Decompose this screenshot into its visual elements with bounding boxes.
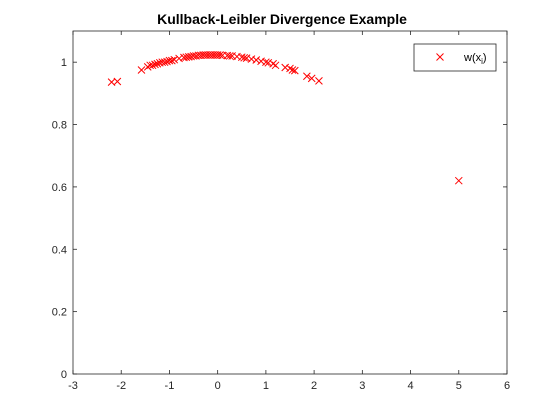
y-tick-label: 0.2 xyxy=(52,307,67,319)
x-tick-label: -1 xyxy=(165,380,175,392)
data-point xyxy=(163,57,171,66)
x-tick-label: -2 xyxy=(116,380,126,392)
data-point xyxy=(153,59,162,68)
data-point xyxy=(168,56,176,65)
x-tick-label: 3 xyxy=(359,380,365,392)
legend-label: w(xi) xyxy=(463,52,487,66)
data-point xyxy=(247,55,256,63)
x-tick-label: 2 xyxy=(311,380,317,392)
data-point xyxy=(257,57,265,66)
chart-title: Kullback-Leibler Divergence Example xyxy=(157,11,407,27)
legend: w(xi) xyxy=(413,43,497,72)
x-tick-label: -3 xyxy=(68,380,78,392)
data-point xyxy=(252,56,261,64)
data-point xyxy=(160,58,169,67)
data-point xyxy=(225,52,234,60)
legend-label-base: w(x xyxy=(463,52,482,64)
data-point xyxy=(242,54,251,62)
x-tick-label: 1 xyxy=(263,380,269,392)
x-tick-label: 0 xyxy=(215,380,221,392)
data-point xyxy=(165,56,174,65)
data-point xyxy=(240,53,249,62)
x-axis: -3 -2 -1 0 1 2 3 4 5 6 xyxy=(68,31,510,392)
y-tick-label: 0.8 xyxy=(52,120,67,132)
data-point xyxy=(454,176,463,185)
data-point xyxy=(216,51,224,59)
data-point xyxy=(290,66,299,75)
data-point xyxy=(113,77,122,86)
data-point xyxy=(288,66,297,74)
data-point xyxy=(237,53,246,62)
plot-area: -3 -2 -1 0 1 2 3 4 5 6 0 0.2 0.4 0.6 0.8 1 xyxy=(52,30,510,392)
data-point xyxy=(175,54,183,63)
legend-marker-cross xyxy=(436,53,444,61)
data-point xyxy=(137,66,146,74)
axes-box xyxy=(72,30,508,375)
data-point xyxy=(148,61,157,70)
y-tick-label: 0 xyxy=(61,369,67,381)
legend-label-subscript: i xyxy=(481,57,483,66)
data-point xyxy=(315,77,323,85)
x-tick-label: 6 xyxy=(504,380,510,392)
y-tick-label: 0.4 xyxy=(52,244,67,256)
x-tick-label: 5 xyxy=(456,380,462,392)
data-point xyxy=(307,74,316,83)
data-point xyxy=(146,61,155,70)
legend-box xyxy=(413,43,497,72)
data-point xyxy=(184,53,193,61)
data-point xyxy=(170,55,179,64)
data-point xyxy=(303,72,311,81)
y-tick-label: 1 xyxy=(61,57,67,69)
data-points xyxy=(107,51,463,185)
legend-label-close: ) xyxy=(483,52,487,64)
data-point xyxy=(151,60,159,69)
y-tick-label: 0.6 xyxy=(52,182,67,194)
data-point xyxy=(264,58,273,67)
data-point xyxy=(262,58,270,67)
y-axis: 0 0.2 0.4 0.6 0.8 1 xyxy=(52,57,507,381)
data-point xyxy=(281,63,290,72)
x-tick-label: 4 xyxy=(407,380,413,392)
legend-marker-icon xyxy=(436,53,444,61)
data-point xyxy=(271,61,280,70)
